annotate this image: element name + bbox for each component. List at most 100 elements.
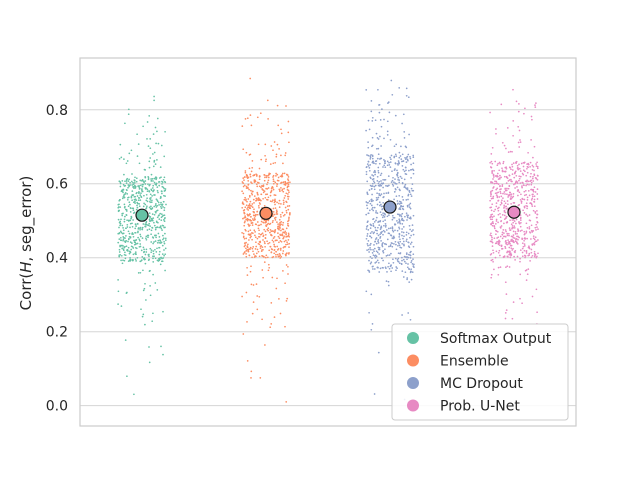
data-point	[251, 193, 254, 196]
data-point	[531, 254, 534, 257]
data-point	[401, 234, 403, 237]
data-point	[376, 266, 379, 269]
data-point	[132, 212, 135, 214]
data-point	[528, 227, 531, 230]
data-point	[148, 361, 151, 364]
data-point	[245, 187, 248, 189]
data-point	[160, 205, 162, 208]
data-point	[397, 244, 399, 247]
data-point	[504, 229, 507, 231]
data-point	[511, 173, 514, 175]
data-point	[380, 180, 382, 182]
data-point	[286, 243, 289, 246]
data-point	[248, 248, 251, 250]
data-point	[408, 246, 411, 249]
data-point	[258, 236, 261, 238]
data-point	[397, 176, 400, 179]
data-point	[132, 219, 134, 221]
data-point	[506, 243, 509, 246]
data-point	[370, 100, 373, 102]
data-point	[399, 222, 402, 225]
data-point	[528, 214, 531, 216]
data-point	[161, 224, 164, 227]
data-point	[407, 241, 410, 244]
data-point	[246, 274, 249, 276]
data-point	[274, 203, 276, 206]
data-point	[505, 293, 508, 295]
data-point	[489, 161, 491, 164]
data-point	[516, 232, 518, 235]
data-point	[158, 253, 161, 256]
data-point	[401, 160, 403, 163]
data-point	[405, 231, 408, 234]
data-point	[117, 218, 120, 221]
data-point	[495, 128, 497, 130]
data-point	[382, 233, 384, 236]
data-point	[366, 191, 369, 194]
data-point	[152, 217, 155, 219]
data-point	[264, 176, 266, 179]
data-point	[281, 233, 284, 235]
data-point	[518, 222, 520, 224]
data-point	[499, 216, 502, 219]
data-point	[253, 217, 256, 219]
data-point	[156, 117, 159, 120]
data-point	[532, 190, 535, 193]
data-point	[158, 218, 161, 220]
data-point	[247, 209, 250, 211]
data-point	[126, 189, 128, 192]
data-point	[151, 199, 153, 202]
data-point	[154, 234, 156, 237]
data-point	[408, 281, 411, 283]
data-point	[516, 186, 518, 188]
data-point	[258, 178, 261, 181]
data-point	[272, 182, 275, 185]
data-point	[272, 174, 275, 177]
data-point	[508, 174, 511, 177]
data-point	[273, 217, 276, 219]
data-point	[408, 253, 410, 256]
data-point	[118, 203, 120, 206]
data-point	[489, 253, 492, 256]
data-point	[249, 233, 252, 235]
y-axis-title-italic: H	[17, 261, 35, 272]
data-point	[285, 192, 288, 195]
data-point	[391, 179, 394, 182]
data-point	[155, 142, 157, 145]
data-point	[522, 245, 525, 248]
data-point	[134, 176, 136, 179]
data-point	[512, 247, 514, 250]
data-point	[147, 175, 150, 178]
data-point	[257, 205, 260, 207]
data-point	[246, 117, 249, 120]
data-point	[144, 323, 146, 326]
data-point	[535, 256, 538, 259]
data-point	[260, 245, 263, 247]
data-point	[410, 261, 412, 264]
data-point	[403, 260, 406, 263]
data-point	[531, 168, 534, 171]
data-point	[366, 201, 369, 204]
data-point	[287, 239, 290, 241]
data-point	[374, 226, 377, 229]
data-point	[372, 199, 374, 202]
data-point	[507, 194, 510, 196]
data-point	[246, 208, 248, 210]
data-point	[509, 229, 512, 231]
data-point	[398, 179, 401, 181]
data-point	[148, 346, 150, 348]
data-point	[152, 190, 154, 193]
data-point	[368, 251, 370, 253]
data-point	[371, 120, 374, 122]
data-point	[152, 252, 155, 255]
data-point	[130, 248, 133, 251]
data-point	[504, 317, 507, 320]
data-point	[371, 231, 373, 233]
data-point	[133, 198, 136, 201]
data-point	[398, 161, 400, 164]
data-point	[398, 156, 401, 159]
data-point	[377, 240, 379, 243]
data-point	[388, 184, 390, 187]
data-point	[247, 230, 250, 233]
data-point	[378, 194, 381, 196]
